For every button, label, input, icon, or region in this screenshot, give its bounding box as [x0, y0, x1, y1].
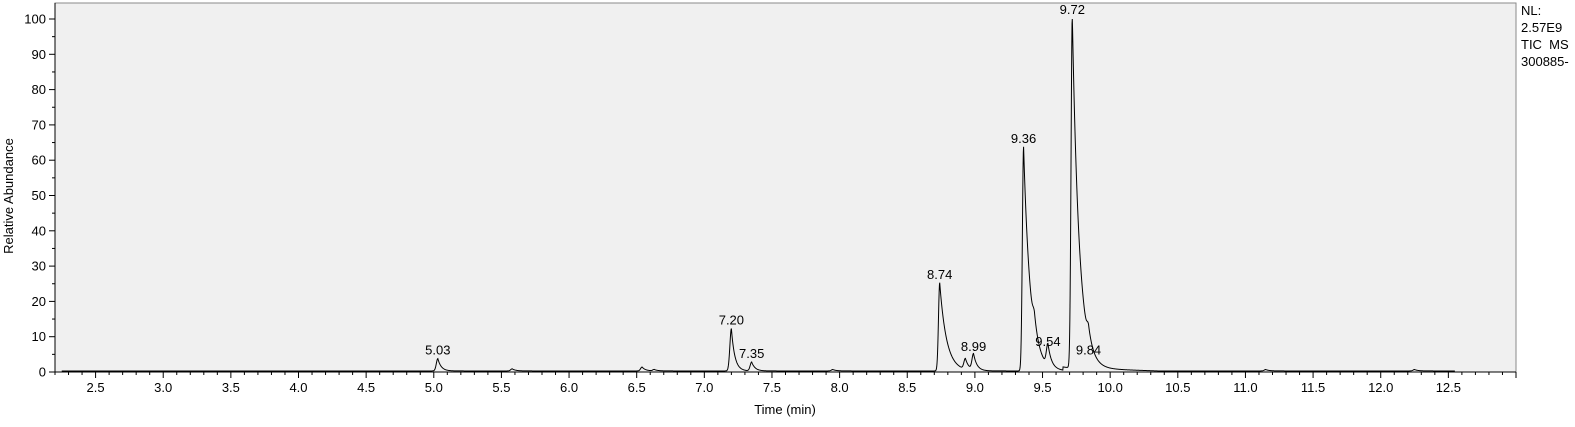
peak-label: 9.54 — [1035, 334, 1060, 349]
x-tick-label: 11.5 — [1301, 380, 1325, 395]
x-tick-label: 3.0 — [154, 380, 172, 395]
y-tick-label: 90 — [32, 47, 46, 62]
x-tick-label: 10.0 — [1098, 380, 1123, 395]
y-tick-label: 30 — [32, 259, 46, 274]
x-tick-label: 4.0 — [289, 380, 307, 395]
x-axis-ticks: 2.5 3.0 3.5 4.0 4.5 5.0 5.5 6.0 6.5 7.0 7.5 8.0 8.5 9… — [54, 372, 1517, 395]
peak-label: 9.36 — [1011, 131, 1036, 146]
x-tick-label: 8.5 — [898, 380, 916, 395]
x-tick-label: 5.0 — [425, 380, 443, 395]
y-axis-ticks: 0 10 20 30 40 50 60 70 80 90 100 — [24, 12, 55, 380]
x-tick-label: 7.0 — [695, 380, 713, 395]
y-tick-label: 10 — [32, 329, 46, 344]
y-tick-label: 20 — [32, 294, 46, 309]
x-tick-label: 7.5 — [763, 380, 781, 395]
plot-area — [54, 2, 1517, 373]
x-tick-label: 8.0 — [831, 380, 849, 395]
x-tick-label: 11.0 — [1233, 380, 1257, 395]
x-tick-label: 3.5 — [222, 380, 240, 395]
peak-label: 8.74 — [927, 267, 952, 282]
y-tick-label: 80 — [32, 82, 46, 97]
tic-trace — [61, 18, 1455, 372]
x-tick-label: 9.5 — [1033, 380, 1051, 395]
x-axis-label: Time (min) — [754, 402, 816, 417]
peak-label: 7.35 — [739, 346, 764, 361]
x-tick-label: 12.5 — [1436, 380, 1461, 395]
sample-name: 300885- — [1521, 54, 1569, 69]
peak-label: 7.20 — [719, 313, 744, 328]
x-tick-label: 10.5 — [1165, 380, 1190, 395]
x-tick-label: 2.5 — [87, 380, 105, 395]
y-tick-label: 0 — [39, 365, 46, 380]
nl-label: NL: — [1521, 3, 1542, 18]
trace-info: NL: 2.57E9 TIC MS 300885- — [1521, 2, 1569, 70]
x-tick-label: 12.0 — [1368, 380, 1393, 395]
x-tick-label: 6.5 — [628, 380, 646, 395]
peak-labels: 5.03 7.20 7.35 8.74 8.99 9.36 9.54 9.72 9.84 — [425, 2, 1101, 361]
y-tick-label: 50 — [32, 188, 46, 203]
peak-label: 9.84 — [1076, 343, 1101, 358]
x-tick-label: 5.5 — [492, 380, 510, 395]
y-tick-label: 40 — [32, 223, 46, 238]
peak-label: 9.72 — [1060, 2, 1085, 17]
scan-filter: TIC MS — [1521, 37, 1569, 52]
peak-label: 5.03 — [425, 343, 450, 358]
y-tick-label: 100 — [24, 12, 46, 27]
x-tick-label: 4.5 — [357, 380, 375, 395]
y-tick-label: 70 — [32, 117, 46, 132]
y-tick-label: 60 — [32, 153, 46, 168]
x-tick-label: 6.0 — [560, 380, 578, 395]
peak-label: 8.99 — [961, 339, 986, 354]
nl-value: 2.57E9 — [1521, 20, 1563, 35]
x-tick-label: 9.0 — [966, 380, 984, 395]
y-axis-label: Relative Abundance — [1, 138, 16, 254]
